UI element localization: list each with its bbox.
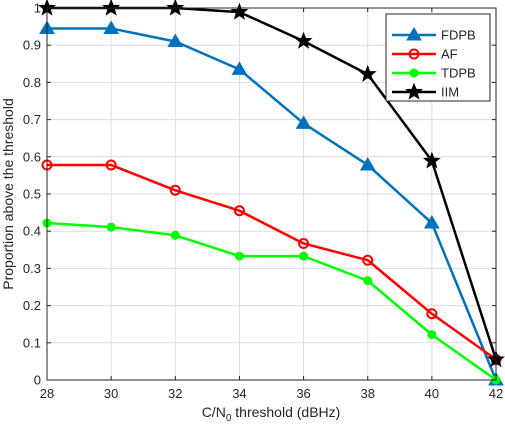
y-tick-label: 0.7 [23,112,41,127]
data-point-iim [294,31,313,49]
legend-box [385,13,491,102]
x-tick-label: 30 [104,386,118,401]
data-point-fdpb [423,215,440,229]
legend: FDPB AF TDPB IIM [385,13,491,102]
legend-entry-iim: IIM [392,82,459,100]
y-axis-ticks: 0 0.1 0.2 0.3 0.4 0.5 0.6 0.7 0.8 0.9 1 [23,1,496,388]
y-tick-label: 0.5 [23,187,41,202]
y-tick-label: 0.6 [23,149,41,164]
data-point-af [233,205,245,217]
legend-marker-fdpb [406,27,422,41]
series-line-af [47,163,497,361]
series-line-fdpb [47,27,498,381]
data-point-af [298,237,310,249]
data-point-fdpb [295,115,312,129]
data-point-tdpb [170,230,180,240]
legend-marker-tdpb [409,68,419,78]
y-tick-label: 0.4 [23,224,41,239]
data-point-af [362,254,374,266]
legend-marker-af [408,48,420,60]
data-point-af [105,159,117,171]
data-point-iim [422,151,441,169]
legend-label-tdpb: TDPB [441,66,476,81]
x-axis-label: C/N0 threshold (dBHz) [202,404,341,424]
data-point-tdpb [299,251,309,261]
y-tick-label: 0.2 [23,298,41,313]
y-tick-label: 0.3 [23,261,41,276]
data-point-iim [230,2,249,20]
x-tick-label: 34 [232,386,246,401]
x-tick-label: 38 [360,386,374,401]
legend-label-fdpb: FDPB [441,28,476,43]
x-tick-label: 28 [40,386,54,401]
data-point-iim [166,0,185,16]
data-point-iim [102,0,121,16]
series-layer [38,0,505,386]
y-tick-label: 0.9 [23,38,41,53]
legend-entry-af: AF [392,47,458,62]
data-point-af [426,308,438,320]
legend-marker-iim [405,82,423,100]
data-point-af [169,184,181,196]
y-tick-label: 1 [34,1,41,16]
data-point-tdpb [363,276,373,286]
data-point-fdpb [231,61,248,75]
legend-label-iim: IIM [441,85,459,100]
y-tick-label: 0 [34,373,41,388]
data-point-iim [358,64,377,82]
x-tick-label: 36 [296,386,310,401]
data-point-tdpb [106,222,116,232]
x-tick-label: 42 [489,386,503,401]
y-tick-label: 0.8 [23,75,41,90]
data-point-tdpb [427,330,437,340]
x-tick-label: 32 [168,386,182,401]
y-axis-label: Proportion above the threshold [0,98,16,289]
data-point-tdpb [234,251,244,261]
legend-entry-fdpb: FDPB [392,27,476,43]
data-point-fdpb [103,20,120,34]
plot-frame [46,7,497,381]
data-point-fdpb [359,156,376,171]
series-line-tdpb [46,221,497,382]
legend-entry-tdpb: TDPB [392,66,476,81]
x-tick-label: 40 [425,386,439,401]
legend-label-af: AF [441,47,458,62]
data-point-fdpb [167,33,184,47]
y-tick-label: 0.1 [23,335,41,350]
